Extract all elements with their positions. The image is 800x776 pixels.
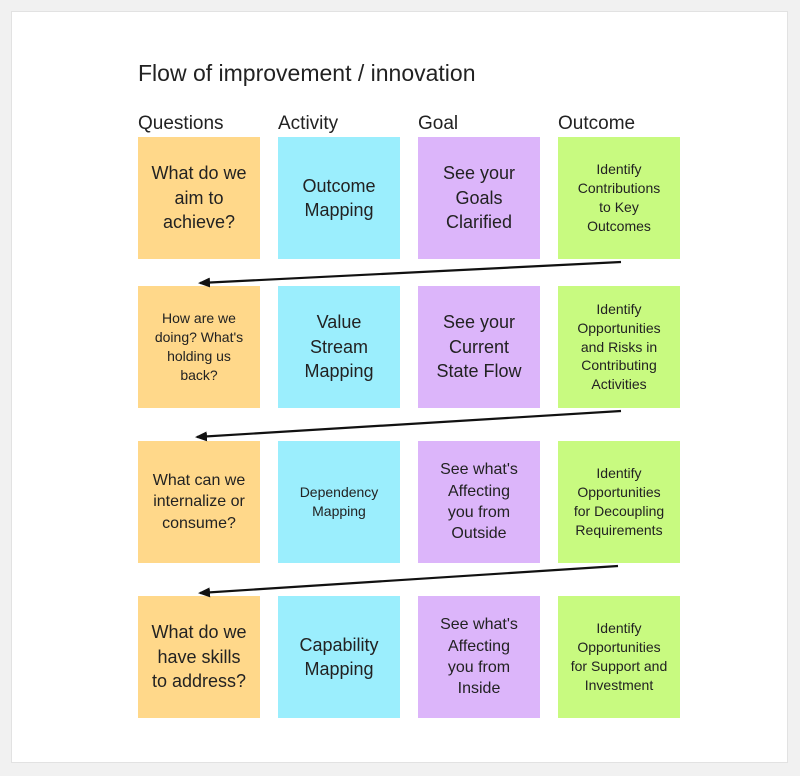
sticky-activity-4[interactable]: Capability Mapping [278,596,400,718]
header-questions: Questions [138,113,224,134]
sticky-outcome-4[interactable]: Identify Opportunities for Support and I… [558,596,680,718]
sticky-activity-1[interactable]: Outcome Mapping [278,137,400,259]
sticky-goal-2[interactable]: See your Current State Flow [418,286,540,408]
sticky-outcome-1[interactable]: Identify Contributions to Key Outcomes [558,137,680,259]
sticky-goal-3[interactable]: See what's Affecting you from Outside [418,441,540,563]
sticky-question-1[interactable]: What do we aim to achieve? [138,137,260,259]
sticky-outcome-3[interactable]: Identify Opportunities for Decoupling Re… [558,441,680,563]
sticky-goal-4[interactable]: See what's Affecting you from Inside [418,596,540,718]
header-activity: Activity [278,113,339,134]
sticky-question-4[interactable]: What do we have skills to address? [138,596,260,718]
diagram-title: Flow of improvement / innovation [138,60,476,86]
sticky-activity-3[interactable]: Dependency Mapping [278,441,400,563]
sticky-question-3[interactable]: What can we internalize or consume? [138,441,260,563]
sticky-goal-1[interactable]: See your Goals Clarified [418,137,540,259]
sticky-outcome-2[interactable]: Identify Opportunities and Risks in Cont… [558,286,680,408]
sticky-question-2[interactable]: How are we doing? What's holding us back… [138,286,260,408]
sticky-activity-2[interactable]: Value Stream Mapping [278,286,400,408]
header-goal: Goal [418,113,459,134]
header-outcome: Outcome [558,113,636,134]
